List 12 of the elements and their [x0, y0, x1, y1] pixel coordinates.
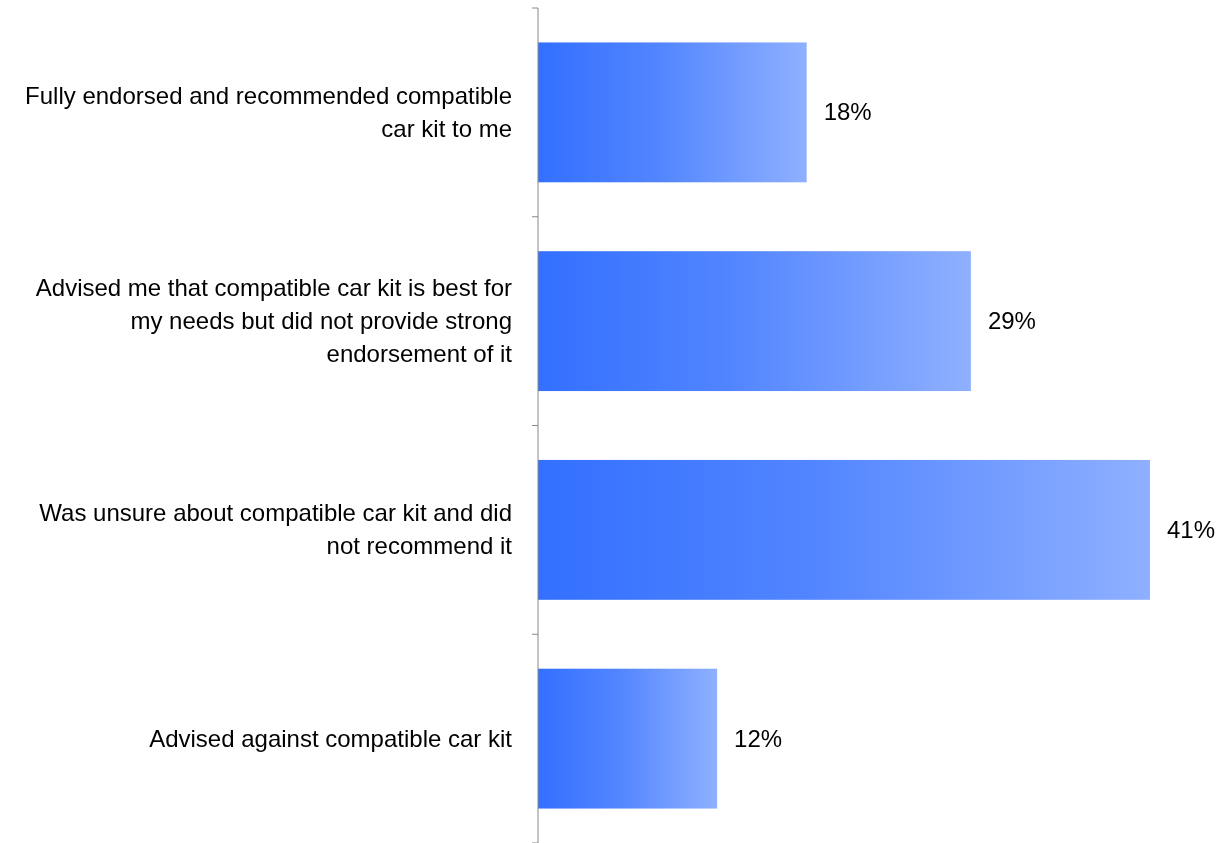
data-label: 12%: [734, 724, 783, 752]
bar: [538, 668, 718, 809]
data-label: 18%: [823, 98, 872, 126]
bar: [538, 42, 807, 183]
y-tick-label: Fully endorsed and recommended compatible car kit to me: [25, 81, 512, 142]
data-label: 29%: [987, 307, 1036, 335]
bar: [538, 251, 971, 392]
bar: [538, 459, 1150, 600]
y-tick-label: Advised against compatible car kit: [149, 724, 513, 752]
y-tick-label: Was unsure about compatible car kit and did not recommend it: [39, 499, 513, 560]
y-tick-label: Advised me that compatible car kit is best for my needs but did not provide strong endorsement of it: [35, 274, 513, 368]
data-label: 41%: [1167, 515, 1216, 543]
